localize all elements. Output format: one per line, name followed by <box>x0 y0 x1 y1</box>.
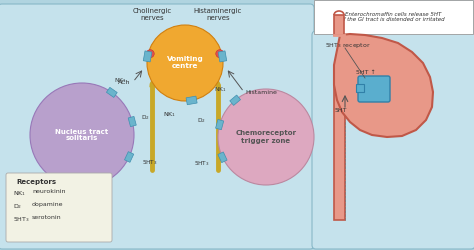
Text: D$_2$: D$_2$ <box>13 202 22 211</box>
Text: 5HT ↑: 5HT ↑ <box>356 70 376 76</box>
Text: NK$_1$: NK$_1$ <box>114 76 126 86</box>
FancyBboxPatch shape <box>358 76 390 102</box>
Text: 5HT$_3$ receptor: 5HT$_3$ receptor <box>325 40 371 50</box>
Text: serotonin: serotonin <box>32 215 62 220</box>
Bar <box>186 96 197 105</box>
Bar <box>218 152 227 163</box>
Text: Chemoreceptor
trigger zone: Chemoreceptor trigger zone <box>236 130 297 143</box>
Text: 5HT$_3$: 5HT$_3$ <box>194 159 210 168</box>
FancyBboxPatch shape <box>312 31 474 249</box>
Text: ACh: ACh <box>99 194 110 200</box>
Text: Histamine: Histamine <box>245 90 277 94</box>
Bar <box>125 152 134 162</box>
Polygon shape <box>334 15 344 35</box>
Text: Histaminergic
nerves: Histaminergic nerves <box>194 8 242 21</box>
Polygon shape <box>334 85 345 220</box>
Text: 5HT$_3$: 5HT$_3$ <box>13 215 30 224</box>
Bar <box>107 87 117 98</box>
Text: Cholinergic
nerves: Cholinergic nerves <box>132 8 172 21</box>
Text: Enterochromaffin cells release 5HT
if the GI tract is distended or irritated: Enterochromaffin cells release 5HT if th… <box>342 12 444 22</box>
Text: NK$_1$: NK$_1$ <box>164 110 177 120</box>
Text: Nucleus tract
solitaris: Nucleus tract solitaris <box>55 128 109 141</box>
Text: 5HT: 5HT <box>335 108 347 112</box>
Bar <box>216 120 224 130</box>
Bar <box>356 84 364 92</box>
Text: D$_2$: D$_2$ <box>197 116 206 126</box>
Text: Vomiting
centre: Vomiting centre <box>167 56 203 70</box>
Bar <box>128 116 137 127</box>
FancyBboxPatch shape <box>0 4 314 249</box>
Circle shape <box>216 50 224 58</box>
Polygon shape <box>334 34 433 137</box>
Bar <box>230 95 240 106</box>
Circle shape <box>147 25 223 101</box>
Bar <box>94 180 105 188</box>
Text: 5HT$_3$: 5HT$_3$ <box>142 158 158 167</box>
Text: dopamine: dopamine <box>32 202 64 207</box>
Text: D$_2$: D$_2$ <box>141 114 150 122</box>
Text: Receptors: Receptors <box>16 179 56 185</box>
Circle shape <box>30 83 134 187</box>
Text: ACh: ACh <box>118 80 130 84</box>
Text: neurokinin: neurokinin <box>32 189 65 194</box>
Circle shape <box>218 89 314 185</box>
Bar <box>218 51 227 62</box>
FancyBboxPatch shape <box>6 173 112 242</box>
Circle shape <box>146 50 154 58</box>
Text: NK$_1$: NK$_1$ <box>13 189 26 198</box>
Text: NK$_1$: NK$_1$ <box>214 85 226 94</box>
Bar <box>143 51 152 62</box>
FancyBboxPatch shape <box>314 0 473 34</box>
